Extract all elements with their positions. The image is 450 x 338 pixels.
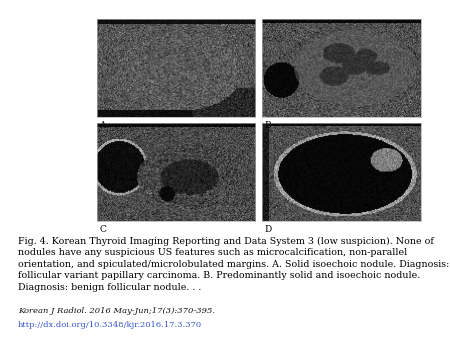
Text: Fig. 4. Korean Thyroid Imaging Reporting and Data System 3 (low suspicion). None: Fig. 4. Korean Thyroid Imaging Reporting…: [18, 237, 450, 291]
Text: A: A: [99, 121, 105, 129]
Text: http://dx.doi.org/10.3348/kjr.2016.17.3.370: http://dx.doi.org/10.3348/kjr.2016.17.3.…: [18, 321, 202, 329]
Text: D: D: [265, 224, 272, 234]
Text: Korean J Radiol. 2016 May-Jun;17(3):370-395.: Korean J Radiol. 2016 May-Jun;17(3):370-…: [18, 307, 215, 315]
Text: C: C: [99, 224, 106, 234]
Text: B: B: [265, 121, 271, 129]
